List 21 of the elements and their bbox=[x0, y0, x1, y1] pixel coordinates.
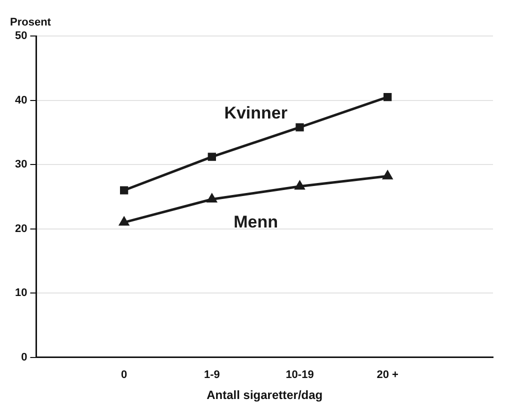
y-tick-label: 10 bbox=[14, 287, 28, 300]
x-axis-title: Antall sigaretter/dag bbox=[206, 388, 323, 402]
x-tick-label: 1-9 bbox=[204, 369, 220, 382]
y-tick-label: 40 bbox=[14, 94, 28, 106]
point bbox=[120, 186, 128, 194]
point bbox=[119, 217, 129, 226]
x-tick-label: 10-19 bbox=[286, 369, 314, 382]
series-label: Menn bbox=[234, 212, 278, 232]
y-tick-label: 30 bbox=[14, 158, 28, 171]
y-tick-label: 0 bbox=[21, 351, 28, 364]
point bbox=[296, 123, 304, 132]
point bbox=[208, 152, 216, 161]
x-tick-label: 20 + bbox=[376, 369, 398, 382]
x-tick-label: 0 bbox=[121, 369, 128, 382]
y-axis-title: Prosent bbox=[10, 16, 52, 29]
point bbox=[382, 170, 392, 180]
series-label: Kvinner bbox=[224, 104, 288, 123]
point bbox=[207, 194, 217, 203]
y-tick-label: 20 bbox=[14, 222, 28, 235]
point bbox=[384, 92, 392, 102]
y-tick-label: 50 bbox=[14, 30, 28, 42]
